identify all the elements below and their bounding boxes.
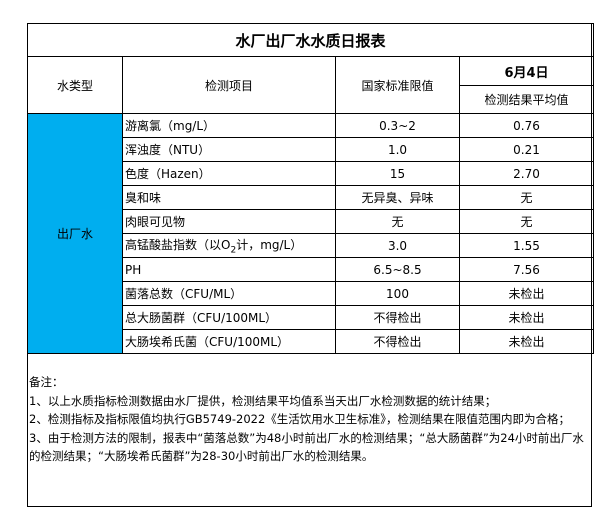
standard-cell: 无 — [335, 209, 460, 234]
item-cell: 总大肠菌群（CFU/100ML） — [122, 305, 336, 330]
note-3: 3、由于检测方法的限制，报表中“菌落总数”为48小时前出厂水的检测结果；“总大肠… — [29, 430, 584, 464]
item-cell: 臭和味 — [122, 185, 336, 210]
water-type-cell: 出厂水 — [27, 113, 123, 354]
standard-cell: 3.0 — [335, 233, 460, 258]
header-date: 6月4日 — [458, 56, 595, 86]
report-title: 水厂出厂水水质日报表 — [26, 23, 595, 57]
item-text: 计，mg/L） — [236, 237, 303, 252]
result-cell: 未检出 — [458, 305, 595, 330]
notes: 备注： 1、以上水质指标检测数据由水厂提供，检测结果平均值系当天出厂水检测数据的统… — [29, 373, 589, 466]
result-cell: 未检出 — [458, 281, 595, 306]
item-text: 高锰酸盐指数（以O — [125, 237, 231, 252]
table-row: 色度（Hazen） 15 2.70 — [28, 161, 595, 186]
standard-cell: 6.5~8.5 — [335, 257, 460, 282]
standard-cell: 不得检出 — [335, 305, 460, 330]
table-row: 高锰酸盐指数（以O2计，mg/L） 3.0 1.55 — [28, 233, 595, 258]
result-cell: 无 — [458, 185, 595, 210]
result-cell: 1.55 — [458, 233, 595, 258]
standard-cell: 不得检出 — [335, 329, 460, 354]
result-cell: 2.70 — [458, 161, 595, 186]
item-cell: 菌落总数（CFU/ML） — [122, 281, 336, 306]
result-cell: 0.76 — [458, 113, 595, 138]
table-row: 大肠埃希氏菌（CFU/100ML） 不得检出 未检出 — [28, 329, 595, 354]
note-2: 2、检测指标及指标限值均执行GB5749-2022《生活饮用水卫生标准》，检测结… — [29, 412, 571, 426]
header-result: 检测结果平均值 — [458, 85, 595, 114]
standard-cell: 无异臭、异味 — [335, 185, 460, 210]
result-cell: 7.56 — [458, 257, 595, 282]
header-standard: 国家标准限值 — [335, 56, 460, 114]
item-cell: 高锰酸盐指数（以O2计，mg/L） — [122, 233, 336, 258]
item-cell: 色度（Hazen） — [122, 161, 336, 186]
result-cell: 0.21 — [458, 137, 595, 162]
table-row: PH 6.5~8.5 7.56 — [28, 257, 595, 282]
item-cell: 游离氯（mg/L） — [122, 113, 336, 138]
standard-cell: 15 — [335, 161, 460, 186]
item-cell: 大肠埃希氏菌（CFU/100ML） — [122, 329, 336, 354]
standard-cell: 1.0 — [335, 137, 460, 162]
header-item: 检测项目 — [122, 56, 336, 114]
table-row: 出厂水 游离氯（mg/L） 0.3~2 0.76 — [27, 113, 595, 354]
header-water-type: 水类型 — [27, 56, 123, 114]
item-cell: 肉眼可见物 — [122, 209, 336, 234]
standard-cell: 0.3~2 — [335, 113, 460, 138]
table-row: 菌落总数（CFU/ML） 100 未检出 — [28, 281, 595, 306]
standard-cell: 100 — [335, 281, 460, 306]
item-sub: 2 — [230, 245, 237, 256]
report-table: 水厂出厂水水质日报表 水类型 检测项目 国家标准限值 6月4日 检测结果平均值 … — [26, 23, 595, 354]
table-row: 浑浊度（NTU） 1.0 0.21 — [28, 137, 595, 162]
table-row: 臭和味 无异臭、异味无 — [28, 185, 595, 210]
item-cell: PH — [122, 257, 336, 282]
item-cell: 浑浊度（NTU） — [122, 137, 336, 162]
result-cell: 无 — [458, 209, 595, 234]
note-1: 1、以上水质指标检测数据由水厂提供，检测结果平均值系当天出厂水检测数据的统计结果… — [29, 393, 497, 408]
result-cell: 未检出 — [458, 329, 595, 354]
notes-heading: 备注： — [29, 375, 64, 389]
